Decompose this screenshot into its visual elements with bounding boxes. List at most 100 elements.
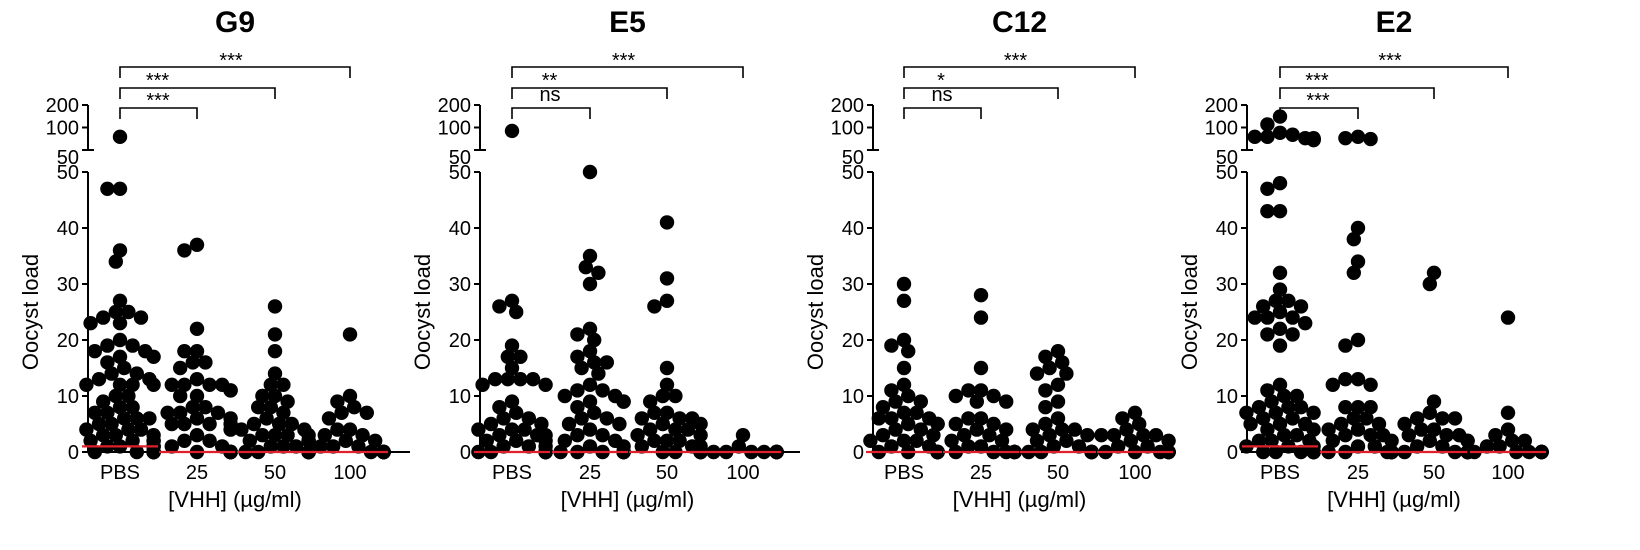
- data-point: [91, 416, 107, 432]
- data-point: [276, 405, 291, 420]
- significance-bracket: [1279, 107, 1359, 119]
- data-point: [189, 372, 205, 387]
- y-tick-label: 30: [842, 274, 864, 296]
- data-point: [1289, 428, 1305, 443]
- data-point: [1268, 444, 1284, 460]
- data-point: [973, 439, 989, 454]
- significance-bracket: [1279, 66, 1509, 78]
- data-point: [961, 439, 976, 454]
- x-tick-label: 100: [726, 462, 759, 484]
- data-point: [680, 422, 696, 437]
- data-point: [189, 237, 205, 252]
- data-point: [100, 338, 115, 353]
- data-point: [948, 416, 963, 432]
- data-point: [112, 129, 128, 145]
- x-tick-label: PBS: [1260, 462, 1300, 484]
- y-tick-label: 200: [831, 95, 864, 117]
- data-point: [1325, 433, 1341, 448]
- data-point: [1414, 422, 1429, 437]
- data-point: [643, 422, 658, 437]
- data-point: [587, 332, 602, 348]
- data-point: [969, 422, 984, 437]
- y-tick-label: 40: [1216, 218, 1238, 240]
- data-point: [280, 428, 295, 443]
- data-point: [1293, 400, 1309, 415]
- data-point: [525, 372, 541, 387]
- data-point: [79, 422, 94, 437]
- x-tick-label: 50: [1047, 462, 1069, 484]
- data-point: [582, 439, 598, 454]
- data-point: [87, 344, 103, 359]
- y-tick-label: 20: [1216, 330, 1238, 352]
- y-axis-label: Oocyst load: [803, 254, 828, 370]
- data-point: [223, 422, 238, 437]
- data-point: [1371, 416, 1387, 432]
- data-point: [1426, 422, 1442, 437]
- data-point: [342, 388, 358, 404]
- data-point: [1247, 310, 1263, 325]
- data-point: [1272, 204, 1288, 219]
- significance-label: ***: [146, 90, 170, 112]
- y-tick-label: 10: [1216, 386, 1238, 408]
- y-tick-label: 20: [57, 330, 79, 352]
- data-point: [1251, 433, 1267, 448]
- data-point: [104, 416, 119, 432]
- data-point: [1293, 299, 1309, 314]
- y-tick-label: 0: [853, 442, 864, 464]
- data-point: [263, 400, 278, 415]
- data-point: [1285, 411, 1300, 426]
- data-point: [630, 428, 645, 443]
- data-point: [125, 433, 140, 448]
- data-point: [267, 366, 283, 381]
- significance-label: ***: [1378, 50, 1402, 72]
- data-point: [1260, 383, 1275, 398]
- data-point: [863, 433, 878, 448]
- x-tick-label: 25: [186, 462, 208, 484]
- data-point: [87, 405, 103, 420]
- data-point: [1350, 254, 1366, 269]
- data-point: [112, 332, 128, 348]
- data-point: [368, 433, 383, 448]
- data-point: [875, 428, 891, 443]
- data-point: [1260, 204, 1275, 219]
- data-point: [735, 428, 751, 443]
- data-point: [359, 405, 374, 420]
- data-point: [521, 439, 536, 454]
- data-point: [471, 422, 486, 437]
- data-point: [521, 411, 536, 426]
- data-point: [513, 372, 528, 387]
- x-tick-label: 50: [656, 462, 678, 484]
- data-point: [100, 405, 115, 420]
- data-point: [1277, 388, 1292, 404]
- data-point: [1272, 304, 1288, 320]
- y-tick-label: 50: [842, 162, 864, 184]
- data-point: [1338, 338, 1353, 353]
- data-point: [500, 372, 515, 387]
- data-point: [263, 377, 278, 392]
- data-point: [973, 360, 989, 376]
- data-point: [1350, 372, 1366, 387]
- data-point: [1050, 394, 1066, 409]
- x-tick-label: 50: [264, 462, 286, 484]
- data-point: [659, 433, 675, 448]
- x-tick-label: 25: [970, 462, 992, 484]
- data-point: [1285, 327, 1300, 342]
- data-point: [1038, 383, 1053, 398]
- data-point: [251, 400, 266, 415]
- data-point: [570, 349, 585, 364]
- y-tick-label: 10: [57, 386, 79, 408]
- data-point: [1136, 428, 1151, 443]
- data-point: [189, 321, 205, 336]
- data-point: [599, 355, 614, 370]
- data-point: [969, 394, 984, 409]
- data-point: [1505, 433, 1520, 448]
- data-point: [146, 444, 161, 460]
- data-point: [475, 377, 490, 392]
- data-point: [1321, 422, 1336, 437]
- data-point: [301, 433, 316, 448]
- data-point: [1272, 416, 1288, 432]
- data-point: [1119, 422, 1134, 437]
- data-point: [1500, 310, 1516, 325]
- data-point: [647, 299, 662, 314]
- data-point: [142, 411, 157, 426]
